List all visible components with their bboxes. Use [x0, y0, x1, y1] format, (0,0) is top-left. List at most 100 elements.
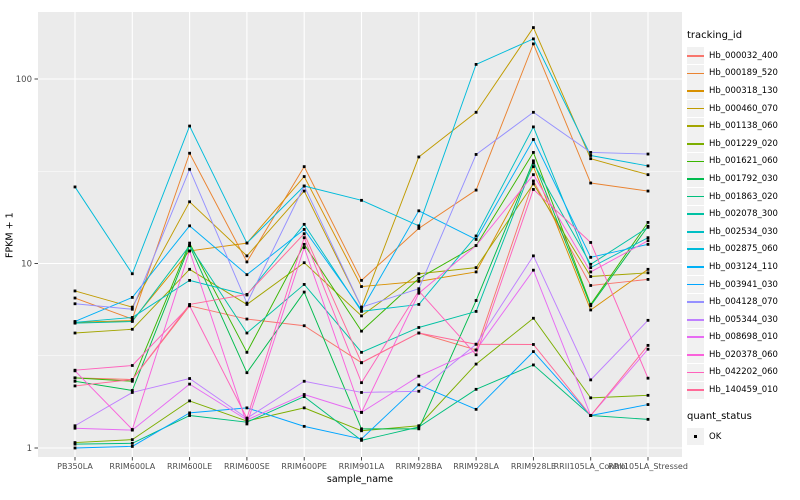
- data-point-marker: [73, 441, 77, 444]
- data-point-marker: [532, 138, 535, 141]
- legend-key-box: [687, 205, 704, 223]
- legend-key-box: [687, 188, 704, 206]
- data-point-marker: [73, 185, 77, 189]
- legend-key-box: [687, 258, 704, 276]
- ok-square-marker-icon: [693, 434, 698, 439]
- data-point-marker: [360, 310, 363, 313]
- legend-item-Hb_000318_130: Hb_000318_130: [687, 82, 799, 100]
- data-point-marker: [589, 151, 593, 154]
- data-point-marker: [417, 289, 421, 293]
- legend-key-box: [687, 293, 704, 311]
- data-point-marker: [589, 255, 593, 259]
- legend-item-Hb_002875_060: Hb_002875_060: [687, 240, 799, 259]
- legend-line-swatch-icon: [687, 354, 704, 356]
- legend-item-label: Hb_002534_030: [709, 226, 778, 237]
- data-point-marker: [417, 374, 421, 378]
- legend-item-label: Hb_000032_400: [709, 50, 778, 61]
- data-point-marker: [302, 246, 306, 249]
- data-point-marker: [532, 165, 535, 169]
- legend-item-label: Hb_020378_060: [709, 349, 778, 360]
- data-point-marker: [302, 395, 306, 398]
- legend-key-box: [687, 328, 704, 346]
- data-point-marker: [646, 343, 650, 347]
- legend-key-box: [687, 135, 704, 153]
- legend-item-Hb_000032_400: Hb_000032_400: [687, 47, 799, 65]
- data-point-marker: [417, 303, 421, 306]
- data-point-marker: [417, 279, 421, 283]
- legend-key-box: [687, 100, 704, 118]
- data-point-marker: [360, 305, 363, 309]
- legend-line-swatch-icon: [687, 160, 704, 163]
- data-point-marker: [130, 441, 134, 445]
- data-point-marker: [73, 289, 77, 293]
- data-point-marker: [73, 446, 77, 450]
- data-point-marker: [130, 316, 134, 319]
- data-point-marker: [245, 416, 249, 420]
- legend-item-Hb_001229_020: Hb_001229_020: [687, 135, 799, 153]
- legend-item-label: Hb_005344_030: [709, 314, 778, 325]
- data-point-marker: [646, 318, 650, 322]
- data-point-marker: [646, 164, 650, 168]
- data-point-marker: [360, 427, 363, 431]
- legend-item-label: Hb_002875_060: [709, 244, 778, 255]
- data-point-marker: [646, 225, 650, 229]
- data-point-marker: [360, 410, 363, 414]
- data-point-marker: [417, 425, 421, 429]
- data-point-marker: [646, 278, 650, 281]
- legend-item-Hb_003124_110: Hb_003124_110: [687, 258, 799, 276]
- legend-item-Hb_020378_060: Hb_020378_060: [687, 346, 799, 364]
- legend-item-Hb_000189_520: Hb_000189_520: [687, 64, 799, 83]
- data-point-marker: [646, 236, 650, 240]
- x-tick-label: RRIM600SE: [224, 462, 270, 471]
- legend-line-swatch-icon: [687, 178, 704, 180]
- legend-line-swatch-icon: [687, 54, 704, 57]
- data-point-marker: [360, 429, 363, 433]
- data-point-marker: [188, 124, 191, 128]
- data-point-marker: [360, 285, 363, 288]
- data-point-marker: [417, 277, 421, 280]
- data-point-marker: [474, 110, 478, 114]
- data-point-marker: [646, 403, 650, 406]
- data-point-marker: [532, 42, 535, 46]
- x-tick-label: RRIM600LA: [109, 462, 155, 471]
- data-point-marker: [188, 414, 191, 417]
- legend-key-box: [687, 82, 704, 100]
- data-point-marker: [532, 37, 535, 41]
- legend-item-label: Hb_001229_020: [709, 138, 778, 149]
- legend-item-label: Hb_001621_060: [709, 156, 778, 167]
- legend-item-label: Hb_001138_060: [709, 121, 778, 132]
- legend-key-box: [687, 381, 704, 399]
- legend-item-Hb_042202_060: Hb_042202_060: [687, 363, 799, 382]
- data-point-marker: [73, 320, 77, 323]
- y-axis-title: FPKM + 1: [4, 212, 16, 258]
- legend-item-label: Hb_001863_020: [709, 191, 778, 202]
- legend-line-swatch-icon: [687, 125, 704, 128]
- x-tick-label: RRIM928BA: [395, 462, 442, 471]
- data-point-marker: [589, 157, 593, 161]
- x-tick-label: RRIM600LE: [167, 462, 212, 471]
- legend-line-swatch-icon: [687, 107, 704, 110]
- data-point-marker: [474, 153, 478, 156]
- data-point-marker: [245, 317, 249, 321]
- data-point-marker: [589, 304, 593, 308]
- x-tick-label: RRII105LA_Control: [554, 462, 628, 471]
- legend-key-box: [687, 311, 704, 329]
- data-point-marker: [302, 175, 306, 178]
- data-point-marker: [646, 242, 650, 246]
- data-point-marker: [589, 270, 593, 274]
- data-point-marker: [474, 348, 478, 352]
- data-point-marker: [73, 331, 77, 335]
- data-point-marker: [302, 236, 306, 240]
- data-point-marker: [188, 267, 191, 271]
- data-point-marker: [417, 272, 421, 276]
- panel-background: [38, 12, 682, 457]
- data-point-marker: [474, 407, 478, 411]
- legend-key-box: [687, 276, 704, 294]
- data-point-marker: [302, 184, 306, 188]
- data-point-marker: [188, 278, 191, 282]
- data-point-marker: [360, 438, 363, 442]
- data-point-marker: [188, 224, 191, 228]
- legend-item-label: Hb_042202_060: [709, 367, 778, 378]
- data-point-marker: [130, 320, 134, 323]
